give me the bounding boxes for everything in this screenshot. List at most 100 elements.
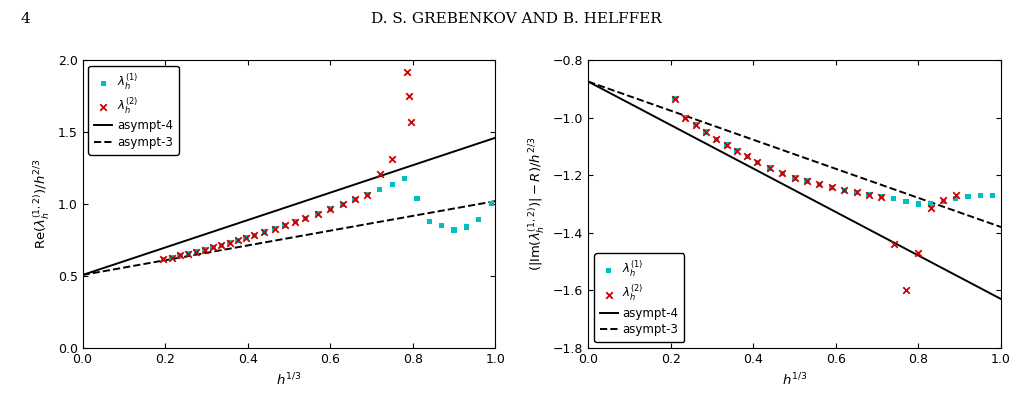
$\lambda_h^{(2)}$: [873, 194, 890, 200]
$\lambda_h^{(1)}$: [739, 153, 755, 160]
$\lambda_h^{(2)}$: [718, 142, 735, 148]
$\lambda_h^{(2)}$: [687, 122, 704, 128]
$\lambda_h^{(1)}$: [786, 175, 803, 181]
$\lambda_h^{(1)}$: [698, 129, 714, 135]
$\lambda_h^{(1)}$: [334, 201, 351, 208]
$\lambda_h^{(1)}$: [310, 210, 326, 217]
$\lambda_h^{(2)}$: [171, 252, 188, 259]
$\lambda_h^{(2)}$: [322, 206, 338, 212]
$\lambda_h^{(2)}$: [400, 93, 417, 99]
$\lambda_h^{(2)}$: [923, 205, 939, 212]
$\lambda_h^{(2)}$: [729, 148, 745, 154]
$\lambda_h^{(2)}$: [861, 192, 877, 198]
$\lambda_h^{(2)}$: [155, 256, 171, 263]
$\lambda_h^{(1)}$: [213, 242, 229, 248]
$\lambda_h^{(1)}$: [774, 170, 791, 176]
$\lambda_h^{(1)}$: [256, 229, 272, 235]
$\lambda_h^{(2)}$: [384, 156, 400, 162]
$\lambda_h^{(1)}$: [836, 187, 852, 193]
$\lambda_h^{(2)}$: [334, 201, 351, 208]
$\lambda_h^{(2)}$: [811, 181, 828, 188]
$\lambda_h^{(2)}$: [204, 244, 221, 251]
Text: 4: 4: [21, 12, 30, 26]
$\lambda_h^{(2)}$: [910, 250, 927, 256]
$\lambda_h^{(2)}$: [180, 250, 196, 257]
$\lambda_h^{(2)}$: [708, 136, 724, 142]
Y-axis label: $\mathrm{Re}(\lambda_h^{(1,2)})/h^{2/3}$: $\mathrm{Re}(\lambda_h^{(1,2)})/h^{2/3}$: [32, 159, 53, 249]
$\lambda_h^{(1)}$: [237, 235, 254, 241]
$\lambda_h^{(1)}$: [873, 194, 890, 200]
$\lambda_h^{(2)}$: [229, 237, 246, 244]
$\lambda_h^{(1)}$: [266, 226, 283, 232]
$\lambda_h^{(2)}$: [188, 248, 204, 255]
$\lambda_h^{(1)}$: [446, 227, 462, 233]
$\lambda_h^{(1)}$: [749, 159, 766, 166]
$\lambda_h^{(2)}$: [698, 129, 714, 135]
$\lambda_h^{(2)}$: [347, 196, 363, 202]
$\lambda_h^{(2)}$: [163, 254, 180, 261]
$\lambda_h^{(2)}$: [221, 240, 237, 246]
$\lambda_h^{(2)}$: [372, 170, 388, 177]
$\lambda_h^{(2)}$: [359, 192, 376, 198]
$\lambda_h^{(1)}$: [297, 215, 314, 221]
Y-axis label: $(|\mathrm{Im}(\lambda_h^{(1,2)})|-R)/h^{2/3}$: $(|\mathrm{Im}(\lambda_h^{(1,2)})|-R)/h^…: [527, 137, 547, 271]
$\lambda_h^{(1)}$: [322, 206, 338, 212]
$\lambda_h^{(1)}$: [687, 122, 704, 128]
$\lambda_h^{(2)}$: [786, 175, 803, 181]
$\lambda_h^{(2)}$: [213, 242, 229, 248]
$\lambda_h^{(1)}$: [359, 192, 376, 198]
$\lambda_h^{(1)}$: [384, 181, 400, 188]
X-axis label: $h^{1/3}$: $h^{1/3}$: [277, 372, 301, 388]
$\lambda_h^{(1)}$: [960, 194, 976, 200]
$\lambda_h^{(1)}$: [898, 198, 914, 204]
$\lambda_h^{(2)}$: [266, 226, 283, 232]
$\lambda_h^{(2)}$: [762, 165, 778, 171]
$\lambda_h^{(2)}$: [677, 114, 694, 121]
$\lambda_h^{(1)}$: [985, 192, 1001, 198]
$\lambda_h^{(2)}$: [246, 232, 262, 238]
$\lambda_h^{(2)}$: [885, 241, 902, 248]
$\lambda_h^{(2)}$: [935, 196, 952, 203]
$\lambda_h^{(1)}$: [923, 201, 939, 207]
Legend: $\lambda_h^{(1)}$, $\lambda_h^{(2)}$, asympt-4, asympt-3: $\lambda_h^{(1)}$, $\lambda_h^{(2)}$, as…: [594, 253, 684, 342]
$\lambda_h^{(1)}$: [155, 256, 171, 263]
$\lambda_h^{(2)}$: [297, 215, 314, 221]
$\lambda_h^{(1)}$: [246, 232, 262, 238]
$\lambda_h^{(1)}$: [483, 200, 499, 206]
$\lambda_h^{(1)}$: [885, 196, 902, 202]
$\lambda_h^{(2)}$: [848, 189, 865, 196]
$\lambda_h^{(1)}$: [204, 244, 221, 251]
$\lambda_h^{(1)}$: [277, 222, 293, 228]
$\lambda_h^{(2)}$: [667, 96, 683, 102]
$\lambda_h^{(1)}$: [347, 196, 363, 202]
$\lambda_h^{(2)}$: [287, 219, 303, 225]
$\lambda_h^{(1)}$: [163, 254, 180, 261]
$\lambda_h^{(2)}$: [398, 68, 415, 75]
$\lambda_h^{(2)}$: [196, 246, 213, 253]
$\lambda_h^{(1)}$: [196, 246, 213, 253]
$\lambda_h^{(1)}$: [229, 237, 246, 244]
$\lambda_h^{(1)}$: [287, 219, 303, 225]
$\lambda_h^{(2)}$: [824, 184, 840, 190]
$\lambda_h^{(2)}$: [799, 178, 815, 184]
$\lambda_h^{(2)}$: [310, 210, 326, 217]
$\lambda_h^{(2)}$: [256, 229, 272, 235]
$\lambda_h^{(1)}$: [729, 148, 745, 154]
$\lambda_h^{(1)}$: [861, 192, 877, 198]
$\lambda_h^{(1)}$: [708, 136, 724, 142]
$\lambda_h^{(2)}$: [237, 235, 254, 241]
Text: D. S. GREBENKOV AND B. HELFFER: D. S. GREBENKOV AND B. HELFFER: [370, 12, 662, 26]
$\lambda_h^{(1)}$: [824, 184, 840, 190]
$\lambda_h^{(2)}$: [774, 170, 791, 176]
X-axis label: $h^{1/3}$: $h^{1/3}$: [782, 372, 807, 388]
$\lambda_h^{(1)}$: [667, 96, 683, 102]
$\lambda_h^{(1)}$: [221, 240, 237, 246]
$\lambda_h^{(1)}$: [718, 142, 735, 148]
$\lambda_h^{(1)}$: [372, 186, 388, 193]
$\lambda_h^{(2)}$: [739, 153, 755, 160]
$\lambda_h^{(1)}$: [396, 176, 413, 182]
$\lambda_h^{(1)}$: [799, 178, 815, 184]
Legend: $\lambda_h^{(1)}$, $\lambda_h^{(2)}$, asympt-4, asympt-3: $\lambda_h^{(1)}$, $\lambda_h^{(2)}$, as…: [89, 66, 179, 155]
$\lambda_h^{(2)}$: [947, 192, 964, 198]
$\lambda_h^{(1)}$: [188, 248, 204, 255]
